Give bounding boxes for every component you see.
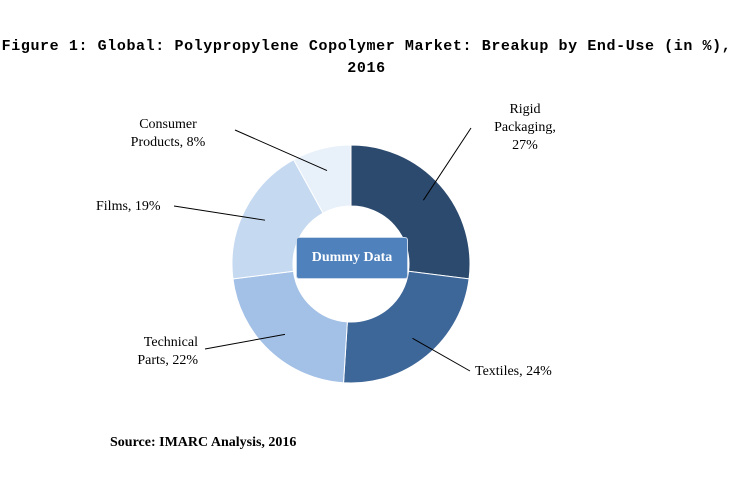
label-technical-parts-line-2: Parts, 22%: [137, 353, 198, 368]
source-note: Source: IMARC Analysis, 2016: [110, 435, 297, 450]
label-textiles-line-1: Textiles, 24%: [475, 364, 552, 379]
leader-line-films: [173, 205, 266, 221]
label-rigid-packaging-line-1: Rigid: [509, 102, 541, 117]
label-consumer-products: Consumer Products, 8%: [118, 116, 218, 152]
label-films: Films, 19%: [96, 198, 161, 216]
leader-line-consumer-products: [234, 129, 328, 171]
label-textiles: Textiles, 24%: [475, 363, 552, 381]
label-rigid-packaging-line-2: Packaging,: [494, 120, 556, 135]
label-rigid-packaging: Rigid Packaging, 27%: [485, 101, 565, 155]
label-consumer-products-line-2: Products, 8%: [130, 135, 206, 150]
label-technical-parts: Technical Parts, 22%: [126, 334, 198, 370]
leader-line-textiles: [412, 337, 471, 372]
label-films-line-1: Films, 19%: [96, 199, 161, 214]
chart-title-line-2: 2016: [347, 60, 386, 77]
donut-slice-technical-parts: [232, 270, 348, 384]
donut-slice-rigid-packaging: [350, 144, 471, 280]
chart-title: Figure 1: Global: Polypropylene Copolyme…: [0, 36, 733, 80]
label-rigid-packaging-line-3: 27%: [512, 138, 538, 153]
chart-title-line-1: Figure 1: Global: Polypropylene Copolyme…: [1, 38, 732, 55]
leader-line-technical-parts: [204, 333, 286, 350]
donut-slice-films: [231, 159, 324, 280]
label-consumer-products-line-1: Consumer: [139, 117, 197, 132]
center-data-badge: Dummy Data: [296, 237, 408, 279]
label-technical-parts-line-1: Technical: [143, 335, 198, 350]
leader-line-rigid-packaging: [422, 127, 472, 201]
donut-slice-textiles: [342, 270, 470, 384]
